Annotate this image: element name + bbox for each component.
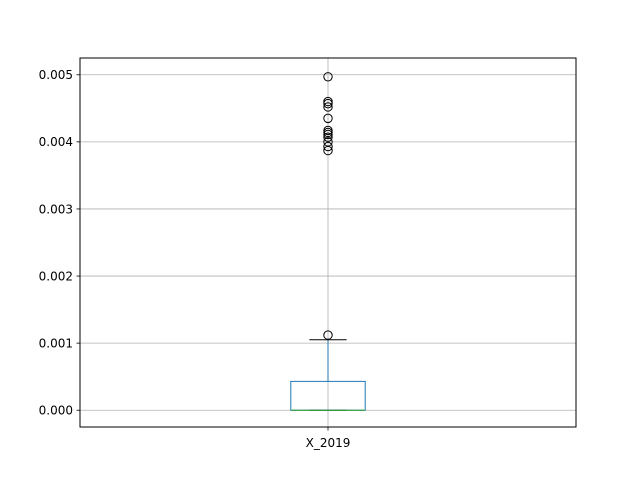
y-tick-label: 0.000 — [39, 404, 73, 418]
y-tick-label: 0.005 — [39, 68, 73, 82]
plot-frame — [79, 57, 577, 428]
outlier-point — [323, 96, 333, 107]
outlier-point — [323, 72, 333, 82]
outlier-point — [323, 137, 333, 147]
x-tick-label: X_2019 — [306, 436, 351, 450]
outlier-point — [323, 132, 333, 142]
y-tick-label: 0.001 — [39, 336, 73, 350]
outlier-point — [323, 330, 333, 340]
axis-ticks: 0.000 0.001 0.002 0.003 0.004 0.005 X_2019 — [39, 68, 351, 450]
outlier-point — [323, 113, 333, 124]
y-tick-label: 0.003 — [39, 202, 73, 216]
box-layer — [290, 72, 366, 411]
y-tick-label: 0.004 — [39, 135, 73, 149]
outlier-point — [323, 125, 333, 136]
outlier-point — [323, 102, 333, 112]
y-tick-label: 0.002 — [39, 269, 73, 283]
outlier-point — [323, 141, 333, 152]
